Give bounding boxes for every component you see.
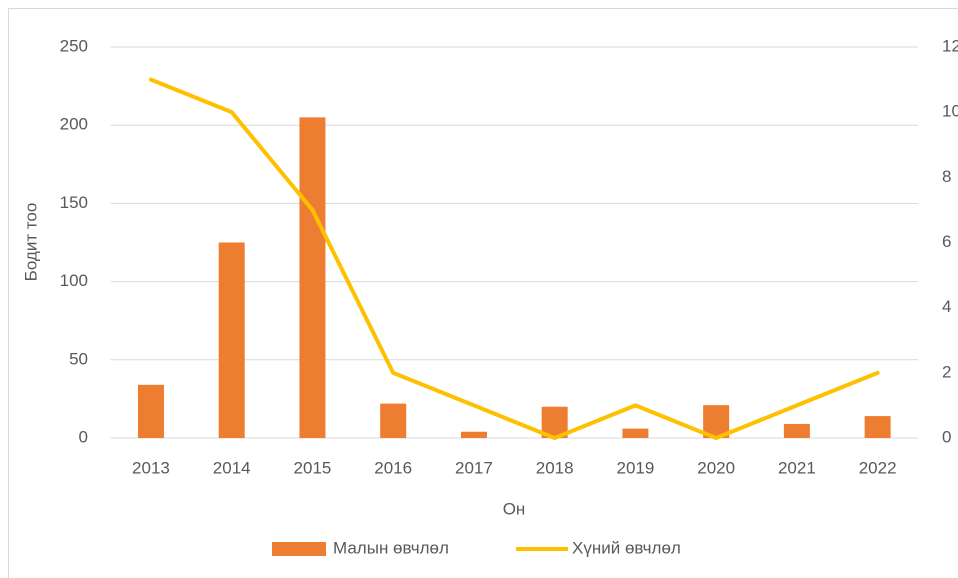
y2-tick-label: 0 (942, 427, 951, 446)
y2-tick-label: 6 (942, 232, 951, 251)
y-tick-label: 0 (79, 427, 88, 446)
y2-tick-label: 4 (942, 297, 951, 316)
x-tick-label: 2017 (455, 458, 493, 477)
y-tick-label: 100 (60, 271, 88, 290)
bar (460, 431, 487, 438)
y-tick-label: 50 (69, 349, 88, 368)
x-tick-label: 2016 (374, 458, 412, 477)
x-tick-label: 2019 (616, 458, 654, 477)
x-tick-label: 2014 (213, 458, 251, 477)
y-tick-label: 200 (60, 115, 88, 134)
bar (783, 423, 810, 438)
x-tick-label: 2015 (294, 458, 332, 477)
bar (380, 403, 407, 438)
x-tick-label: 2022 (859, 458, 897, 477)
y-tick-label: 150 (60, 193, 88, 212)
bar (622, 428, 649, 438)
bar (218, 242, 245, 438)
x-axis-title: Он (503, 499, 526, 518)
y2-tick-label: 2 (942, 362, 951, 381)
y-tick-label: 250 (60, 36, 88, 55)
chart-border (8, 8, 958, 578)
legend-swatch (272, 542, 326, 556)
x-tick-label: 2021 (778, 458, 816, 477)
y2-tick-label: 10 (942, 102, 958, 121)
legend-label: Малын өвчлөл (333, 538, 449, 557)
bar (137, 384, 164, 438)
x-tick-label: 2013 (132, 458, 170, 477)
bar (864, 416, 891, 438)
x-tick-label: 2020 (697, 458, 735, 477)
line (148, 77, 880, 440)
y-axis-title: Бодит тоо (21, 203, 40, 282)
x-tick-label: 2018 (536, 458, 574, 477)
bar (299, 117, 326, 438)
y2-tick-label: 12 (942, 36, 958, 55)
legend-label: Хүний өвчлөл (572, 538, 681, 557)
y2-tick-label: 8 (942, 167, 951, 186)
